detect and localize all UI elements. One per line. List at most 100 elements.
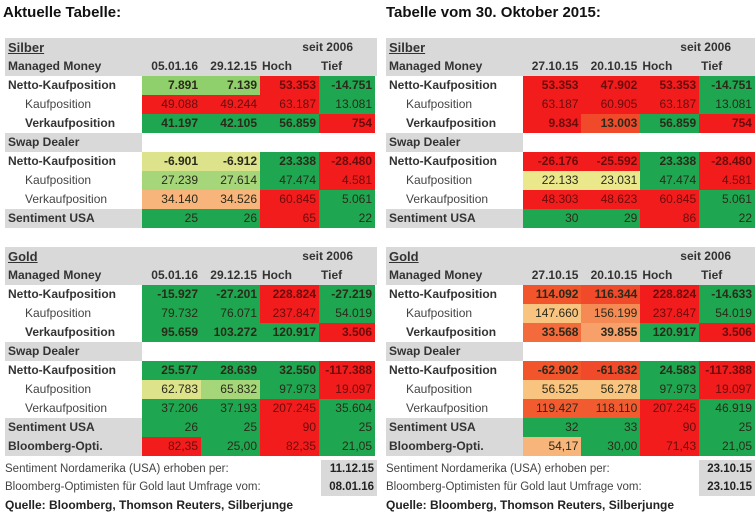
silber-column-header-row: Managed Money 27.10.15 20.10.15 Hoch Tief: [386, 57, 755, 76]
value-cell: 63.187: [260, 95, 319, 114]
data-row: Verkaufposition 41.197 42.105 56.859 754: [5, 114, 377, 133]
value-cell: -62.902: [522, 361, 582, 380]
left-footer: Sentiment Nordamerika (USA) erhoben per:…: [5, 460, 377, 514]
value-cell: 42.105: [201, 114, 260, 133]
value-cell: 237.847: [260, 304, 319, 323]
column-header: 05.01.16: [151, 268, 198, 282]
value-cell: 25.577: [142, 361, 201, 380]
value-cell: 53.353: [522, 76, 582, 95]
group-label: Swap Dealer: [386, 342, 523, 361]
value-cell: 754: [699, 114, 755, 133]
data-row: Kaufposition 56.525 56.278 97.973 19.097: [386, 380, 755, 399]
group-label: Swap Dealer: [386, 133, 523, 152]
value-cell: 47.474: [260, 171, 319, 190]
value-cell: 13.081: [319, 95, 375, 114]
value-cell: 207.245: [640, 399, 700, 418]
value-cell: 3.506: [319, 323, 375, 342]
value-cell: -14.751: [319, 76, 375, 95]
column-header: 05.01.16: [151, 59, 198, 73]
value-cell: 114.092: [522, 285, 582, 304]
sentiment-note: Sentiment Nordamerika (USA) erhoben per:: [386, 463, 610, 475]
value-cell: 3.506: [699, 323, 755, 342]
value-cell: 19.097: [319, 380, 375, 399]
gold-column-header-row: Managed Money 27.10.15 20.10.15 Hoch Tief: [386, 266, 755, 285]
data-row: Netto-Kaufposition 53.353 47.902 53.353 -14.…: [386, 76, 755, 95]
column-header: Tief: [701, 59, 723, 73]
row-label: Kaufposition: [406, 173, 473, 187]
value-cell: -26.176: [522, 152, 582, 171]
value-cell: 86: [640, 209, 700, 228]
row-label: Netto-Kaufposition: [8, 363, 116, 377]
right-title: Tabelle vom 30. Oktober 2015:: [386, 4, 601, 21]
value-cell: 119.427: [522, 399, 582, 418]
value-cell: 22: [319, 209, 375, 228]
data-row: Netto-Kaufposition -62.902 -61.832 24.583 -1…: [386, 361, 755, 380]
value-cell: 56.859: [260, 114, 319, 133]
column-header: Hoch: [262, 268, 292, 282]
value-cell: 29: [581, 209, 641, 228]
value-cell: 62.783: [142, 380, 201, 399]
value-cell: 5.061: [319, 190, 375, 209]
value-cell: 63.187: [522, 95, 582, 114]
column-header: 27.10.15: [531, 59, 579, 73]
value-cell: 71,43: [640, 437, 700, 456]
column-header: 20.10.15: [590, 268, 638, 282]
value-cell: 23.338: [640, 152, 700, 171]
row-label: Sentiment USA: [5, 418, 142, 437]
data-row: Sentiment USA 30 29 86 22: [386, 209, 755, 228]
data-row: Verkaufposition 37.206 37.193 207.245 35.604: [5, 399, 377, 418]
row-label: Verkaufposition: [25, 116, 116, 130]
value-cell: 60.845: [260, 190, 319, 209]
data-row: Netto-Kaufposition 7.891 7.139 53.353 -14.75…: [5, 76, 377, 95]
value-cell: -117.388: [699, 361, 755, 380]
column-header: Tief: [701, 268, 723, 282]
value-cell: 228.824: [260, 285, 319, 304]
value-cell: 4.581: [699, 171, 755, 190]
data-row: Verkaufposition 33.568 39.855 120.917 3.506: [386, 323, 755, 342]
row-label: Verkaufposition: [25, 325, 116, 339]
value-cell: 90: [260, 418, 319, 437]
value-cell: 25: [699, 418, 755, 437]
sentiment-date-row: Sentiment Nordamerika (USA) erhoben per:…: [386, 460, 755, 478]
data-row: Netto-Kaufposition -6.901 -6.912 23.338 -28.…: [5, 152, 377, 171]
column-header: 29.12.15: [210, 59, 257, 73]
gold-header-row: Gold seit 2006: [5, 247, 377, 266]
value-cell: 60.845: [640, 190, 700, 209]
row-label: Kaufposition: [25, 306, 92, 320]
row-label: Kaufposition: [25, 173, 92, 187]
silber-since-label: seit 2006: [302, 40, 353, 54]
value-cell: 53.353: [260, 76, 319, 95]
gold-header-row: Gold seit 2006: [386, 247, 755, 266]
value-cell: 4.581: [319, 171, 375, 190]
row-label: Bloomberg-Opti.: [5, 437, 142, 456]
data-row: Bloomberg-Opti. 82,35 25,00 82,35 21,05: [5, 437, 377, 456]
sentiment-date-row: Sentiment Nordamerika (USA) erhoben per:…: [5, 460, 377, 478]
value-cell: 147.660: [522, 304, 582, 323]
silber-column-header-row: Managed Money 05.01.16 29.12.15 Hoch Tief: [5, 57, 377, 76]
row-label: Netto-Kaufposition: [8, 287, 116, 301]
value-cell: 37.206: [142, 399, 201, 418]
value-cell: 26: [142, 418, 201, 437]
value-cell: -117.388: [319, 361, 375, 380]
value-cell: 46.919: [699, 399, 755, 418]
value-cell: 25,00: [201, 437, 260, 456]
value-cell: 54.019: [319, 304, 375, 323]
value-cell: 228.824: [640, 285, 700, 304]
data-row: Verkaufposition 48.303 48.623 60.845 5.061: [386, 190, 755, 209]
value-cell: 7.891: [142, 76, 201, 95]
value-cell: -27.219: [319, 285, 375, 304]
row-label: Kaufposition: [406, 97, 473, 111]
value-cell: 118.110: [581, 399, 641, 418]
value-cell: 24.583: [640, 361, 700, 380]
value-cell: 25: [319, 418, 375, 437]
data-row: Kaufposition 49.088 49.244 63.187 13.081: [5, 95, 377, 114]
column-header: 27.10.15: [531, 268, 579, 282]
value-cell: 65: [260, 209, 319, 228]
value-cell: 13.081: [699, 95, 755, 114]
value-cell: 34.140: [142, 190, 201, 209]
value-cell: 33.568: [522, 323, 582, 342]
value-cell: 95.659: [142, 323, 201, 342]
bloomberg-date-row: Bloomberg-Optimisten für Gold laut Umfra…: [5, 478, 377, 496]
value-cell: 56.859: [640, 114, 700, 133]
value-cell: 48.623: [581, 190, 641, 209]
